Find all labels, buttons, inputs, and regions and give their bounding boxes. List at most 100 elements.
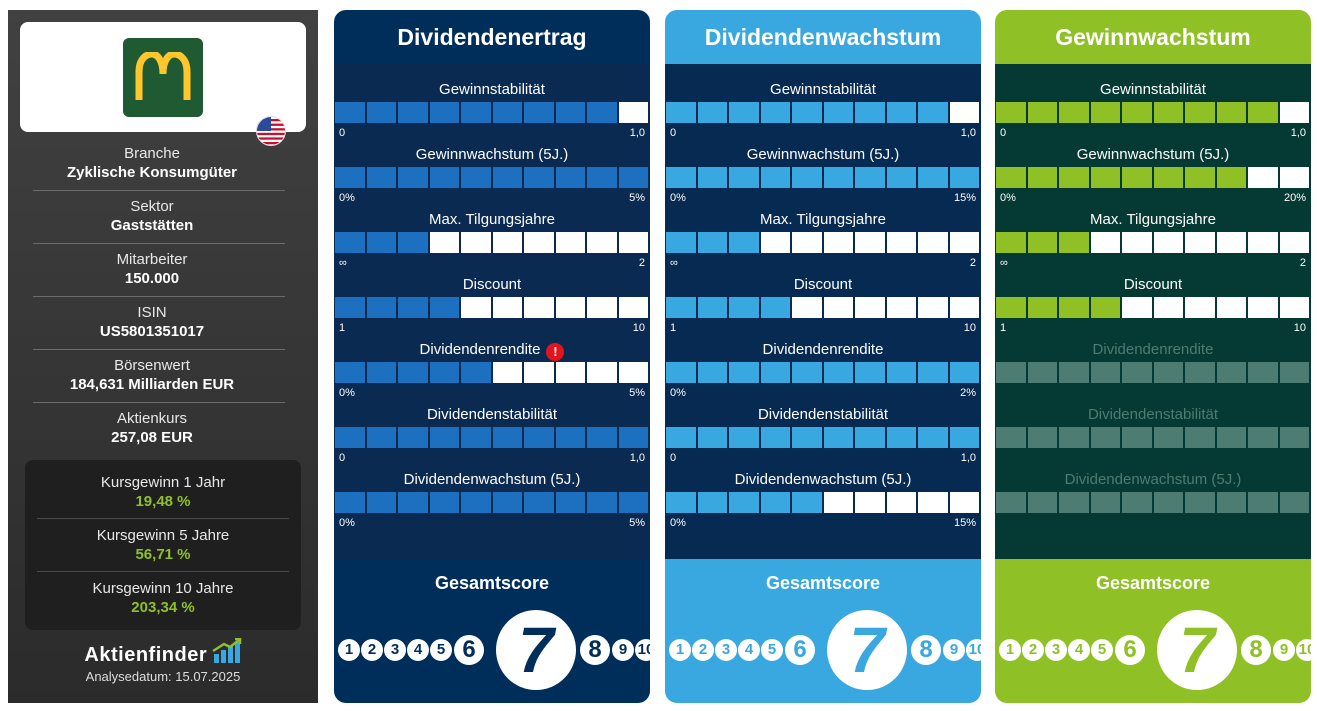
metric-min: ∞ bbox=[670, 257, 678, 269]
metric-bar-segment bbox=[587, 102, 617, 123]
metric-bar-segment bbox=[760, 102, 790, 123]
metric-bar-segment bbox=[1122, 362, 1152, 383]
metric-bar-segment bbox=[792, 297, 822, 318]
metric-bar-segment bbox=[461, 232, 491, 253]
metric-bar-segment bbox=[855, 362, 885, 383]
perf-5y: Kursgewinn 5 Jahre 56,71 % bbox=[25, 526, 301, 565]
metric-bar-segment bbox=[398, 427, 428, 448]
metric-bar-segment bbox=[918, 232, 948, 253]
metric-bar-segment bbox=[949, 492, 979, 513]
us-flag-icon bbox=[256, 116, 286, 146]
info-value: US5801351017 bbox=[99, 323, 205, 340]
metric-max: 1,0 bbox=[960, 127, 976, 139]
metric-bar-segment bbox=[1216, 427, 1246, 448]
divider bbox=[33, 349, 285, 350]
metric-bar-segment bbox=[792, 492, 822, 513]
metric-bar-segment bbox=[760, 167, 790, 188]
info-value: 184,631 Milliarden EUR bbox=[69, 376, 235, 393]
metric-bar-segment bbox=[1185, 232, 1215, 253]
metric-bar-segment bbox=[366, 362, 396, 383]
metric-row: Dividendenrendite bbox=[995, 324, 1311, 389]
info-aktienkurs: Aktienkurs 257,08 EUR bbox=[20, 409, 284, 448]
metric-row: Dividendenrendite! 0% 5% bbox=[334, 324, 650, 399]
divider bbox=[33, 296, 285, 297]
metric-bar-segment bbox=[1027, 232, 1057, 253]
metric-bar-segment bbox=[524, 297, 554, 318]
score-dot-6: 6 bbox=[785, 635, 815, 665]
metric-bar-segment bbox=[492, 167, 522, 188]
metric-bar-segment bbox=[823, 167, 853, 188]
metric-max: 10 bbox=[1293, 322, 1306, 334]
metric-bar-segment bbox=[1153, 232, 1183, 253]
warning-icon[interactable]: ! bbox=[546, 343, 565, 361]
panel-title: Dividendenertrag bbox=[397, 24, 587, 50]
panel-metrics: Gewinnstabilität 0 1,0 Gewinnwachstum (5J.)… bbox=[665, 64, 981, 559]
info-label: ISIN bbox=[137, 304, 167, 321]
metric-bar-segment bbox=[1248, 492, 1278, 513]
metric-bar-segment bbox=[1122, 102, 1152, 123]
metric-name: Max. Tilgungsjahre bbox=[760, 211, 886, 228]
metric-row: Discount 1 10 bbox=[334, 259, 650, 334]
metric-bar-segment bbox=[666, 102, 696, 123]
metric-bar-segment bbox=[461, 167, 491, 188]
metric-bar-segment bbox=[666, 232, 696, 253]
metric-bar-segment bbox=[760, 232, 790, 253]
metric-bar-segment bbox=[760, 427, 790, 448]
metric-bar bbox=[996, 167, 1309, 188]
score-scale: 12345678910 bbox=[334, 605, 650, 695]
metric-row: Max. Tilgungsjahre ∞ 2 bbox=[995, 194, 1311, 269]
metric-bar-segment bbox=[335, 102, 365, 123]
metric-name: Discount bbox=[462, 276, 522, 293]
score-dot-9: 9 bbox=[1273, 639, 1295, 661]
metric-row: Dividendenwachstum (5J.) bbox=[995, 454, 1311, 519]
score-dot-3: 3 bbox=[384, 639, 406, 661]
metric-min: 0% bbox=[1000, 192, 1016, 204]
company-sidebar: Branche Zyklische Konsumgüter Sektor Gas… bbox=[8, 10, 318, 703]
metric-bar-segment bbox=[1059, 492, 1089, 513]
divider bbox=[33, 190, 285, 191]
metric-bar-segment bbox=[697, 362, 727, 383]
metric-bar-segment bbox=[666, 167, 696, 188]
info-label: Aktienkurs bbox=[116, 410, 188, 427]
metric-bar-segment bbox=[429, 297, 459, 318]
metric-row: Discount 1 10 bbox=[665, 259, 981, 334]
analysis-date: Analysedatum: 15.07.2025 bbox=[85, 669, 241, 684]
metric-bar-segment bbox=[1059, 167, 1089, 188]
metric-min: 0 bbox=[670, 452, 677, 464]
score-dot-4: 4 bbox=[407, 639, 429, 661]
metric-row: Dividendenwachstum (5J.) 0% 15% bbox=[665, 454, 981, 529]
metric-bar-segment bbox=[429, 232, 459, 253]
metric-bar-segment bbox=[366, 427, 396, 448]
metric-bar-segment bbox=[555, 492, 585, 513]
metric-bar bbox=[335, 492, 648, 513]
metric-row: Dividendenstabilität bbox=[995, 389, 1311, 454]
divider bbox=[37, 518, 289, 519]
metric-bar-segment bbox=[366, 297, 396, 318]
metric-bar-segment bbox=[1185, 362, 1215, 383]
metric-bar-segment bbox=[823, 297, 853, 318]
score-scale: 12345678910 bbox=[995, 605, 1311, 695]
panel-dividendenwachstum: Dividendenwachstum Gewinnstabilität 0 1,0 G… bbox=[665, 10, 981, 703]
metric-max: 5% bbox=[629, 387, 645, 399]
metric-bar-segment bbox=[697, 232, 727, 253]
metric-bar-segment bbox=[398, 102, 428, 123]
metric-min: 1 bbox=[339, 322, 346, 334]
metric-bar-segment bbox=[587, 492, 617, 513]
metric-bar-segment bbox=[1059, 297, 1089, 318]
metric-bar-segment bbox=[996, 102, 1026, 123]
metric-bar-segment bbox=[949, 167, 979, 188]
metric-max: 5% bbox=[629, 517, 645, 529]
divider bbox=[33, 243, 285, 244]
metric-name: Dividendenstabilität bbox=[1087, 406, 1219, 423]
score-dot-5: 5 bbox=[1091, 639, 1113, 661]
score-dot-8: 8 bbox=[911, 635, 941, 665]
metric-bar-segment bbox=[918, 167, 948, 188]
metric-bar bbox=[996, 232, 1309, 253]
metric-bar bbox=[335, 167, 648, 188]
metric-bar-segment bbox=[555, 362, 585, 383]
panel-dividendenertrag: Dividendenertrag Gewinnstabilität 0 1,0 Gew… bbox=[334, 10, 650, 703]
metric-name: Max. Tilgungsjahre bbox=[1090, 211, 1216, 228]
perf-label: Kursgewinn 1 Jahr bbox=[100, 474, 226, 491]
score-dot-8: 8 bbox=[1241, 635, 1271, 665]
metric-bar-segment bbox=[429, 102, 459, 123]
